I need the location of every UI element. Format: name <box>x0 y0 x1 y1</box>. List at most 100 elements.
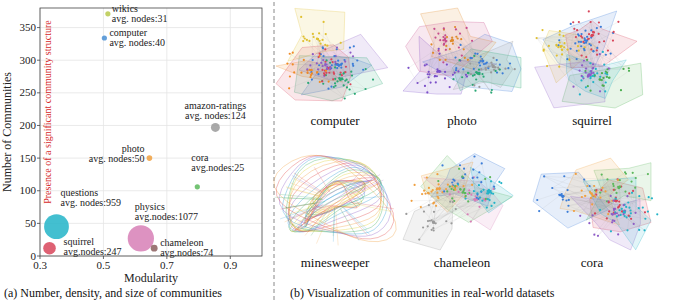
graph-edge <box>562 30 591 54</box>
graph-edge <box>556 42 578 45</box>
graph-node <box>598 33 600 35</box>
graph-node <box>459 44 461 46</box>
graph-node <box>602 77 604 79</box>
graph-node <box>312 59 314 61</box>
graph-node <box>467 59 469 61</box>
graph-node <box>475 78 477 80</box>
graph-node <box>454 189 456 191</box>
graph-node <box>615 196 617 198</box>
graph-edge <box>434 29 471 74</box>
graph-node <box>590 197 592 199</box>
graph-node <box>463 188 465 190</box>
graph-edge <box>477 73 491 93</box>
graph-node <box>300 72 302 74</box>
graph-node <box>588 33 590 35</box>
mesh-spoke <box>314 167 330 192</box>
graph-node <box>470 194 472 196</box>
graph-node <box>453 180 455 182</box>
graph-node <box>320 62 322 64</box>
graph-node <box>485 69 487 71</box>
graph-node <box>473 68 475 70</box>
graph-edge <box>584 180 645 219</box>
graph-edge <box>591 35 593 76</box>
mesh-spoke <box>280 194 322 198</box>
graph-node <box>561 48 563 50</box>
graph-node <box>336 80 338 82</box>
graph-edge <box>323 47 341 79</box>
mesh-curve <box>274 155 396 241</box>
bubble-size-label: avg.nodes:74 <box>160 247 213 258</box>
graph-node <box>614 212 616 214</box>
graph-node <box>474 53 476 55</box>
graph-node <box>632 190 634 192</box>
graph-node <box>330 58 332 60</box>
graph-node <box>628 215 630 217</box>
graph-node <box>449 201 451 203</box>
graph-node <box>584 37 586 39</box>
caption-b: (b) Visualization of communities in real… <box>290 286 555 300</box>
graph-node <box>336 67 338 69</box>
graph-edge <box>350 84 354 94</box>
mesh-spoke <box>283 202 325 209</box>
graph-node <box>289 75 291 77</box>
graph-node <box>595 194 597 196</box>
graph-node <box>428 204 430 206</box>
graph-node <box>467 72 469 74</box>
graph-node <box>581 75 583 77</box>
graph-node <box>576 29 578 31</box>
x-axis-label: Modularity <box>124 271 178 285</box>
graph-node <box>581 37 583 39</box>
mesh-spoke <box>336 213 338 246</box>
graph-edge <box>576 174 634 224</box>
graph-node <box>487 198 489 200</box>
graph-node <box>586 59 588 61</box>
graph-node <box>473 55 475 57</box>
graph-edge <box>427 44 431 92</box>
graph-edge <box>623 212 644 230</box>
graph-edge <box>419 186 463 239</box>
graph-node <box>644 218 646 220</box>
graph-node <box>445 49 447 51</box>
graph-node <box>597 235 599 237</box>
graph-node <box>482 60 484 62</box>
graph-node <box>486 206 488 208</box>
graph-node <box>328 72 330 74</box>
graph-node <box>490 71 492 73</box>
graph-node <box>469 62 471 64</box>
community-hull <box>452 49 521 91</box>
graph-node <box>438 70 440 72</box>
graph-node <box>617 178 619 180</box>
graph-node <box>462 191 464 193</box>
graph-node <box>555 44 557 46</box>
graph-node <box>421 193 423 195</box>
graph-edge <box>635 188 636 213</box>
graph-edge <box>434 29 452 41</box>
graph-node <box>471 57 473 59</box>
graph-node <box>442 36 444 38</box>
graph-edge <box>591 193 625 216</box>
graph-node <box>612 183 614 185</box>
bubble-size-label: avg. nodes:124 <box>185 110 246 121</box>
y-tick-label: 250 <box>20 86 37 98</box>
graph-node <box>321 39 323 41</box>
graph-node <box>551 187 553 189</box>
graph-node <box>589 70 591 72</box>
graph-node <box>288 87 290 89</box>
graph-node <box>446 63 448 65</box>
y-tick-label: 50 <box>25 217 37 229</box>
graph-edge <box>304 60 312 80</box>
graph-node <box>622 68 624 70</box>
graph-node <box>558 39 560 41</box>
graph-node <box>588 38 590 40</box>
graph-node <box>340 63 342 65</box>
graph-edge <box>438 179 486 197</box>
graph-node <box>427 225 429 227</box>
graph-node <box>495 70 497 72</box>
graph-node <box>346 86 348 88</box>
graph-node <box>464 198 466 200</box>
graph-edge <box>606 191 617 201</box>
graph-node <box>464 192 466 194</box>
graph-edge <box>318 39 329 68</box>
graph-node <box>593 194 595 196</box>
graph-node <box>462 185 464 187</box>
